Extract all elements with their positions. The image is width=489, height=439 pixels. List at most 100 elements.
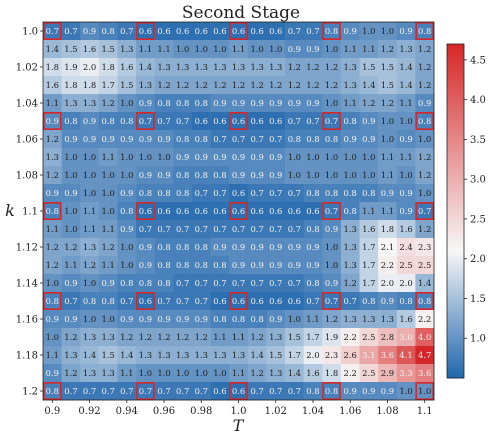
heatmap-cell	[229, 94, 249, 113]
heatmap-cell	[378, 22, 398, 41]
heatmap-cell	[98, 58, 118, 77]
cell-value-label: 1.0	[176, 44, 189, 54]
heatmap-cell	[61, 328, 81, 347]
heatmap-cell	[98, 22, 118, 41]
cell-value-label: 0.8	[195, 260, 208, 270]
heatmap-cell	[61, 292, 81, 311]
heatmap-cell	[154, 22, 174, 41]
colorbar-segment	[447, 188, 464, 192]
colorbar-tick-label: 1.5	[470, 294, 486, 305]
heatmap-cell	[80, 310, 100, 329]
cell-value-label: 0.7	[325, 296, 338, 306]
cell-value-label: 0.7	[64, 296, 77, 306]
cell-value-label: 1.3	[269, 332, 282, 342]
cell-value-label: 1.2	[418, 170, 431, 180]
cell-value-label: 0.9	[269, 98, 282, 108]
heatmap-cell	[191, 256, 211, 275]
colorbar-segment	[447, 197, 464, 201]
cell-value-label: 1.6	[399, 224, 412, 234]
heatmap-cell	[117, 112, 137, 131]
cell-value-label: 0.9	[362, 134, 375, 144]
heatmap-cell	[98, 76, 118, 95]
cell-value-label: 1.2	[83, 260, 96, 270]
cell-value-label: 0.9	[83, 134, 96, 144]
colorbar-segment	[447, 135, 464, 140]
cell-value-label: 0.8	[157, 188, 170, 198]
colorbar-segment	[447, 294, 464, 298]
colorbar-tick-label: 2.0	[470, 254, 486, 265]
heatmap-cell	[61, 148, 81, 167]
cell-value-label: 0.9	[250, 152, 263, 162]
cell-value-label: 0.8	[418, 296, 431, 306]
cell-value-label: 0.9	[250, 170, 263, 180]
heatmap-cell	[136, 94, 156, 113]
heatmap-cell	[80, 292, 100, 311]
colorbar-segment	[447, 244, 464, 248]
colorbar-segment	[447, 286, 464, 290]
colorbar-segment	[447, 255, 464, 259]
heatmap-cell	[266, 184, 286, 203]
cell-value-label: 0.9	[269, 152, 282, 162]
heatmap-cell	[396, 220, 416, 239]
cell-value-label: 0.9	[250, 98, 263, 108]
heatmap-cell	[61, 22, 81, 41]
heatmap-cell	[266, 166, 286, 185]
cell-value-label: 0.9	[381, 296, 394, 306]
heatmap-cell	[173, 112, 193, 131]
colorbar-segment	[447, 60, 464, 64]
cell-value-label: 0.9	[120, 224, 133, 234]
heatmap-cell	[191, 22, 211, 41]
highlight-box	[136, 21, 155, 40]
y-axis-label: k	[5, 201, 15, 220]
cell-value-label: 0.9	[120, 314, 133, 324]
cell-value-label: 1.5	[269, 350, 282, 360]
colorbar-segment	[447, 194, 464, 198]
heatmap-cell	[229, 328, 249, 347]
heatmap-cell	[117, 202, 137, 221]
heatmap-cell	[303, 184, 323, 203]
heatmap-cell	[229, 364, 249, 383]
heatmap-cell	[229, 274, 249, 293]
heatmap-cell	[415, 22, 435, 41]
heatmap-cell	[61, 166, 81, 185]
colorbar-segment	[447, 361, 464, 365]
colorbar-segment	[447, 113, 464, 117]
heatmap-cell	[396, 130, 416, 149]
cell-value-label: 0.6	[213, 206, 226, 216]
cell-value-label: 0.9	[157, 134, 170, 144]
heatmap-cell	[210, 274, 230, 293]
colorbar-segment	[447, 208, 464, 212]
cell-value-label: 1.2	[46, 170, 59, 180]
heatmap-cells: 0.7 0.7 0.9 0.8 0.7 0.6 0.6 0.6 0.6 0.6 0.6 0.6 0.6 0…	[43, 22, 435, 401]
heatmap-cell	[229, 238, 249, 257]
cell-value-label: 1.1	[83, 224, 96, 234]
heatmap-cell	[210, 112, 230, 131]
cell-value-label: 3.3	[399, 368, 412, 378]
y-tick-label: 1.1	[22, 207, 38, 218]
heatmap-cell	[210, 238, 230, 257]
colorbar-segment	[447, 238, 464, 243]
cell-value-label: 0.7	[213, 278, 226, 288]
cell-value-label: 0.8	[139, 188, 152, 198]
heatmap-cell	[247, 292, 267, 311]
colorbar-segment	[447, 366, 464, 371]
cell-value-label: 1.0	[344, 152, 357, 162]
heatmap-cell	[191, 274, 211, 293]
cell-value-label: 1.5	[288, 332, 301, 342]
heatmap-cell	[285, 22, 304, 41]
heatmap-cell	[340, 364, 360, 383]
highlight-boxes	[42, 21, 434, 400]
cell-value-label: 0.9	[64, 278, 77, 288]
heatmap-cell	[396, 382, 416, 401]
heatmap-cell	[266, 328, 286, 347]
cell-value-label: 0.7	[250, 224, 263, 234]
heatmap-cell	[247, 364, 267, 383]
colorbar-tick-label: 4.5	[470, 55, 486, 66]
cell-value-label: 1.3	[195, 350, 208, 360]
heatmap-cell	[80, 58, 100, 77]
heatmap-cell	[285, 238, 304, 257]
heatmap-cell	[285, 364, 304, 383]
cell-value-label: 1.3	[83, 368, 96, 378]
highlight-box	[322, 21, 341, 40]
cell-value-label: 1.0	[64, 224, 77, 234]
